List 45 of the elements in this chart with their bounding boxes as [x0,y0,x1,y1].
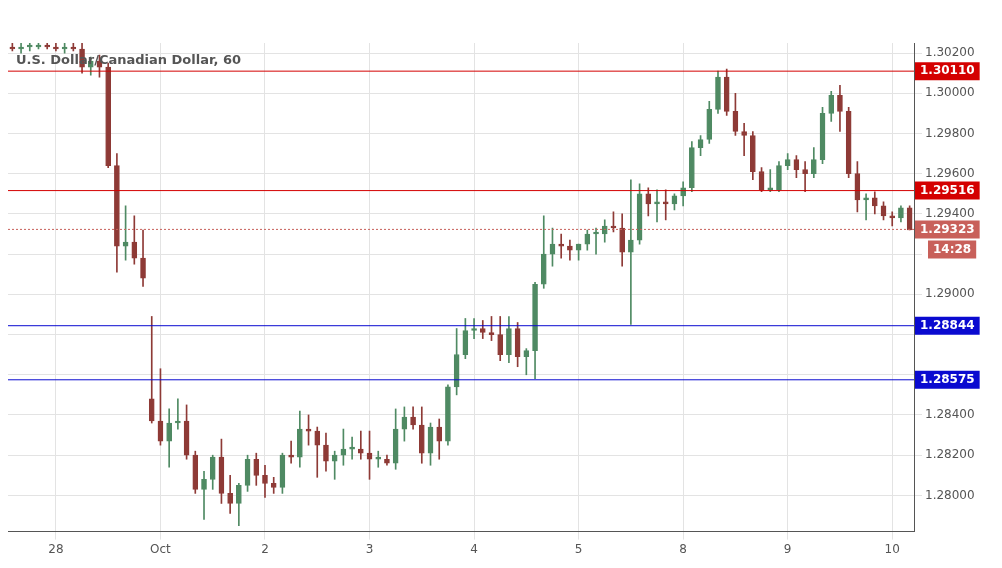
candlestick [148,316,155,424]
y-tick-label: 1.30200 [925,45,975,60]
x-tick-label: 9 [783,541,792,556]
candlestick [331,450,338,480]
candlestick [567,239,573,261]
candlestick [628,179,634,325]
candlestick [558,233,565,259]
ref-line-label: 1.28844 [920,317,975,332]
x-tick-label: 4 [470,541,478,556]
y-tick-label: 1.30000 [925,85,975,100]
candlestick [349,436,355,460]
candlestick [288,440,294,464]
candlestick [593,227,599,255]
ref-line-label: 1.28575 [920,371,975,386]
ref-line-label: 1.30110 [920,63,975,78]
y-tick-label: 1.29600 [925,165,975,180]
x-tick-label: 2 [261,541,269,556]
x-tick-label: 28 [48,541,64,556]
candlestick [375,450,382,468]
candlestick [18,43,24,54]
ref-line-label: 1.29516 [920,182,975,197]
candlestick [201,470,207,520]
y-tick-label: 1.28000 [925,487,975,502]
y-tick-label: 1.29800 [925,125,975,140]
x-tick-label: 10 [884,541,900,556]
candlestick [662,189,669,221]
candlestick [767,169,774,193]
x-tick-label: Oct [150,541,172,556]
x-tick-label: 5 [574,541,583,556]
candlestick [863,193,869,221]
y-tick-label: 1.29400 [925,206,975,221]
candlestick [357,430,364,460]
candlestick [175,398,181,430]
ref-line-label: 1.29323 [920,221,975,236]
x-tick-label: 8 [679,541,687,556]
x-tick-label: 3 [365,541,374,556]
y-tick-label: 1.29000 [925,286,975,301]
y-tick-label: 1.28400 [925,407,975,422]
candlestick [471,318,477,339]
candlestick [889,211,896,227]
y-tick-label: 1.28200 [925,447,975,462]
candlestick [741,123,747,156]
candlestick [802,161,808,193]
candlestick [654,189,660,223]
text: 14:28 [933,241,972,256]
